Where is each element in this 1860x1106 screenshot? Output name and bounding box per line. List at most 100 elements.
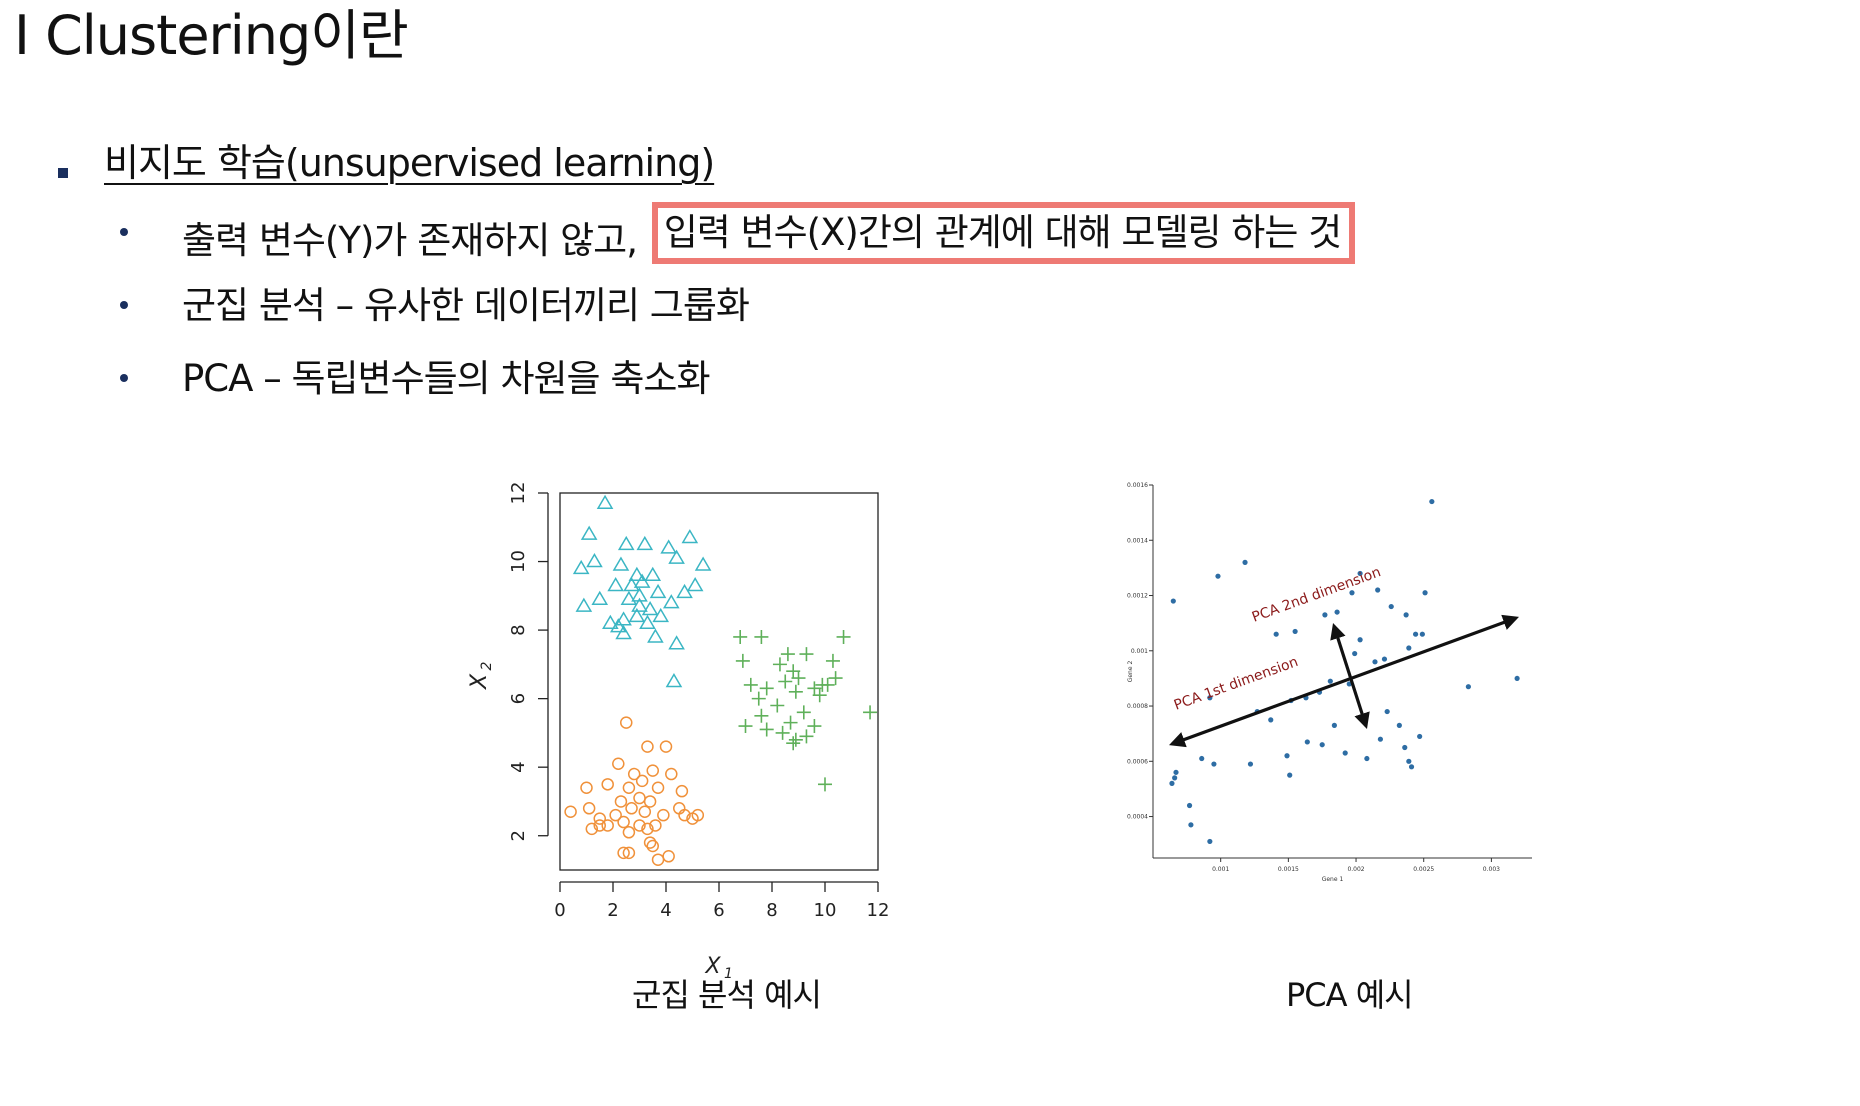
- y-tick-label: 0.0016: [1127, 482, 1148, 489]
- plus-point: [812, 688, 827, 703]
- pca-point: [1377, 736, 1383, 742]
- pca-point: [1422, 590, 1428, 596]
- triangle-point: [649, 583, 667, 599]
- plus-point: [799, 729, 814, 744]
- circle-point: [651, 781, 665, 794]
- circle-point: [633, 819, 646, 832]
- x-tick-label: 12: [867, 900, 890, 921]
- triangle-point: [615, 625, 632, 640]
- circle-point: [641, 740, 654, 753]
- plus-point: [770, 698, 785, 713]
- pca-point: [1284, 753, 1290, 759]
- pca-point: [1287, 772, 1293, 778]
- triangle-point: [636, 535, 654, 551]
- circle-point: [627, 767, 641, 781]
- x-tick-label: 10: [814, 900, 837, 921]
- plus-point: [825, 653, 840, 668]
- triangle-point: [580, 525, 598, 540]
- plus-point: [759, 722, 774, 737]
- triangle-point: [631, 587, 648, 602]
- x-tick-label: 0.0015: [1278, 866, 1299, 873]
- pca-point: [1327, 678, 1333, 684]
- pca-point: [1408, 764, 1415, 770]
- pca-point: [1364, 755, 1370, 762]
- y-tick-label: 10: [508, 550, 529, 573]
- plus-point: [788, 732, 803, 747]
- pca-point: [1357, 637, 1363, 643]
- x-tick-label: 4: [660, 900, 671, 921]
- triangle-point: [620, 590, 638, 605]
- y-tick-label: 2: [508, 830, 529, 841]
- bullet-dot-icon: [120, 228, 128, 236]
- bullet-dot-icon: [120, 301, 128, 309]
- circle-point: [625, 802, 638, 815]
- pca-point: [1417, 733, 1423, 740]
- triangle-point: [607, 577, 624, 592]
- pca-point: [1412, 631, 1419, 637]
- circle-point: [691, 808, 705, 822]
- triangle-point: [644, 566, 662, 582]
- triangle-point: [602, 614, 619, 629]
- pca-point: [1352, 650, 1358, 657]
- plus-point: [780, 647, 795, 662]
- section-heading-label: 비지도 학습(unsupervised learning): [104, 141, 715, 185]
- pca-point: [1429, 498, 1435, 505]
- pca-point: [1334, 609, 1340, 615]
- plus-point: [799, 647, 814, 662]
- triangle-point: [686, 577, 704, 592]
- plus-point: [772, 657, 787, 672]
- y-axis-label-sub: 2: [479, 662, 495, 671]
- plus-point: [733, 629, 748, 644]
- circle-point: [614, 795, 628, 808]
- pca-point: [1357, 570, 1363, 577]
- circle-point: [646, 764, 659, 777]
- y-tick-label: 0.0008: [1127, 703, 1148, 710]
- x-axis-label: Gene 1: [1322, 876, 1344, 883]
- circle-point: [643, 795, 657, 808]
- pca-point: [1169, 780, 1175, 786]
- plus-point: [751, 691, 766, 706]
- x-tick-label: 8: [766, 900, 777, 921]
- plus-point: [788, 684, 803, 699]
- pca-point: [1247, 761, 1254, 767]
- pca-point: [1319, 742, 1325, 748]
- caption-pca: PCA 예시: [1286, 976, 1414, 1014]
- highlighted-phrase: 입력 변수(X)간의 관계에 대해 모델링 하는 것: [651, 202, 1356, 264]
- plus-point: [791, 671, 806, 686]
- pca-point: [1381, 656, 1388, 662]
- circle-point: [638, 805, 652, 818]
- square-bullet-icon: [58, 168, 68, 178]
- pca-2nd-dimension-label: PCA 2nd dimension: [1250, 564, 1383, 626]
- y-tick-label: 0.0004: [1127, 814, 1148, 821]
- bullet-text: 군집 분석 – 유사한 데이터끼리 그룹화: [182, 284, 750, 327]
- circle-point: [601, 778, 614, 791]
- pca-point: [1292, 628, 1298, 635]
- page-title: I Clustering이란: [14, 4, 409, 67]
- circle-point: [643, 836, 657, 849]
- pca-point: [1215, 573, 1221, 579]
- y-tick-label: 6: [508, 693, 529, 704]
- circle-point: [635, 774, 649, 788]
- triangle-point: [586, 553, 603, 568]
- plus-point: [786, 736, 801, 751]
- plus-point: [815, 677, 830, 692]
- x-axis-label-sub: 1: [724, 966, 733, 982]
- y-tick-label: 0.001: [1131, 648, 1148, 655]
- plus-point: [754, 629, 769, 644]
- y-tick-label: 0.0006: [1127, 758, 1148, 765]
- pca-point: [1172, 775, 1178, 781]
- circle-point: [649, 819, 662, 832]
- bullet-text: PCA – 독립변수들의 차원을 축소화: [182, 357, 710, 400]
- pca-point: [1388, 603, 1394, 610]
- plus-point: [796, 705, 811, 720]
- triangle-point: [641, 601, 659, 616]
- pca-point: [1331, 722, 1337, 728]
- clustering-figure: 0 2 4 6 8 10 12 2 4 6 8 10 12 X 1 X 2: [460, 478, 920, 998]
- pca-point: [1372, 659, 1378, 665]
- circle-point: [657, 808, 670, 822]
- circle-point: [582, 802, 596, 815]
- plus-point: [759, 681, 774, 696]
- circle-point: [675, 784, 689, 798]
- plus-point: [818, 777, 832, 792]
